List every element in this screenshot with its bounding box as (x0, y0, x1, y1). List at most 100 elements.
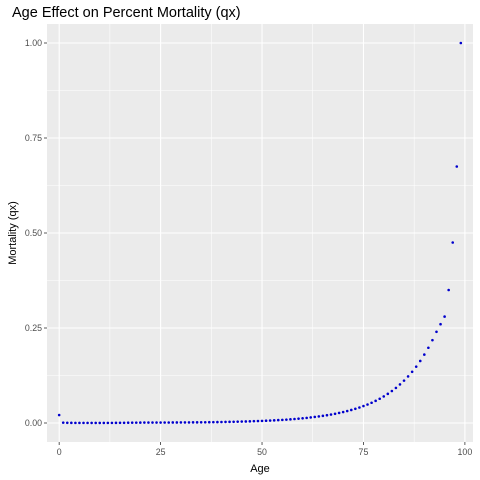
data-point (61, 421, 65, 424)
data-point (147, 421, 150, 424)
data-point (179, 421, 183, 424)
data-point (325, 413, 329, 417)
data-point (114, 421, 118, 425)
data-point (398, 383, 402, 386)
data-point (122, 421, 126, 425)
data-point (447, 288, 450, 292)
data-point (183, 421, 187, 424)
x-tick-label: 0 (57, 447, 62, 457)
data-point (191, 421, 195, 424)
data-point (431, 338, 434, 342)
data-point (74, 421, 77, 425)
data-point (220, 420, 223, 424)
data-point (443, 315, 446, 318)
data-point (90, 421, 93, 425)
data-point (427, 346, 430, 350)
data-point (358, 406, 361, 409)
x-axis-title: Age (250, 463, 270, 475)
data-point (260, 419, 264, 423)
data-point (118, 421, 122, 425)
data-point (212, 420, 215, 424)
data-point (354, 407, 357, 411)
y-tick-label: 0.75 (25, 133, 42, 143)
data-point (126, 421, 130, 424)
data-point (390, 389, 394, 393)
x-axis: 0 25 50 75 100 (57, 442, 473, 457)
data-point (256, 419, 260, 423)
data-point (378, 397, 381, 401)
data-point (151, 421, 154, 424)
x-tick-label: 50 (257, 447, 267, 457)
data-point (268, 419, 272, 422)
data-point (349, 408, 353, 412)
data-point (130, 421, 134, 424)
data-point (394, 386, 398, 390)
data-point (203, 420, 207, 424)
data-point (341, 410, 345, 414)
data-point (293, 417, 296, 421)
data-point (439, 322, 442, 326)
data-point (370, 401, 373, 405)
data-point (374, 399, 377, 403)
data-point (236, 420, 239, 423)
data-point (309, 416, 313, 419)
data-point (167, 421, 171, 424)
data-point (110, 421, 114, 425)
data-point (418, 359, 422, 363)
data-points (57, 41, 463, 425)
data-point (337, 411, 341, 415)
data-point (410, 370, 414, 374)
y-tick-label: 0.25 (25, 323, 42, 333)
data-point (187, 421, 191, 424)
data-point (207, 420, 211, 424)
data-point (57, 413, 61, 417)
data-point (382, 395, 386, 398)
data-point (297, 417, 300, 420)
data-point (171, 421, 175, 424)
data-point (459, 41, 463, 45)
data-point (175, 421, 179, 424)
data-point (65, 421, 69, 425)
data-point (264, 419, 268, 423)
x-tick-label: 100 (458, 447, 473, 457)
data-point (272, 419, 276, 422)
data-point (366, 403, 369, 406)
data-point (345, 409, 349, 413)
data-point (70, 421, 73, 425)
data-point (423, 353, 426, 356)
data-point (248, 420, 252, 423)
data-point (321, 414, 325, 418)
x-tick-label: 25 (156, 447, 166, 457)
data-point (281, 418, 284, 422)
data-point (139, 421, 142, 424)
data-point (102, 421, 106, 425)
data-point (451, 241, 455, 244)
data-point (252, 419, 256, 423)
data-point (155, 421, 158, 424)
y-axis-title: Mortality (qx) (7, 201, 19, 265)
data-point (301, 416, 304, 420)
data-point (386, 392, 390, 396)
data-point (285, 418, 288, 421)
major-gridlines (47, 24, 473, 442)
y-tick-label: 0.50 (25, 228, 42, 238)
data-point (406, 375, 410, 378)
data-point (94, 421, 97, 425)
data-point (195, 421, 199, 424)
data-point (362, 404, 365, 408)
data-point (317, 415, 321, 418)
data-point (240, 420, 244, 423)
data-point (224, 420, 227, 424)
data-point (333, 412, 337, 416)
data-point (163, 421, 166, 424)
data-point (199, 420, 203, 424)
data-point (435, 330, 438, 334)
data-point (402, 379, 406, 382)
data-point (329, 413, 333, 416)
data-point (82, 421, 85, 425)
y-axis: 0.00 0.25 0.50 0.75 1.00 (25, 38, 47, 428)
data-point (106, 421, 110, 425)
y-tick-label: 0.00 (25, 418, 42, 428)
data-point (313, 415, 317, 419)
